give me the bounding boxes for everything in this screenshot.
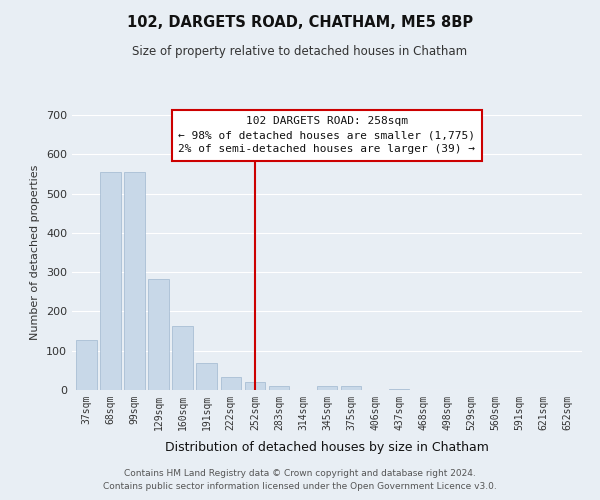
Text: 102, DARGETS ROAD, CHATHAM, ME5 8BP: 102, DARGETS ROAD, CHATHAM, ME5 8BP <box>127 15 473 30</box>
Bar <box>389 389 409 390</box>
Bar <box>100 172 121 390</box>
Text: Contains HM Land Registry data © Crown copyright and database right 2024.: Contains HM Land Registry data © Crown c… <box>124 468 476 477</box>
Bar <box>148 279 169 390</box>
Bar <box>341 386 361 390</box>
Bar <box>245 382 265 390</box>
Text: Contains public sector information licensed under the Open Government Licence v3: Contains public sector information licen… <box>103 482 497 491</box>
Bar <box>76 340 97 390</box>
Bar <box>124 172 145 390</box>
Bar <box>317 386 337 390</box>
Bar <box>172 326 193 390</box>
Y-axis label: Number of detached properties: Number of detached properties <box>31 165 40 340</box>
X-axis label: Distribution of detached houses by size in Chatham: Distribution of detached houses by size … <box>165 441 489 454</box>
Bar <box>196 364 217 390</box>
Text: 102 DARGETS ROAD: 258sqm
← 98% of detached houses are smaller (1,775)
2% of semi: 102 DARGETS ROAD: 258sqm ← 98% of detach… <box>179 116 476 154</box>
Text: Size of property relative to detached houses in Chatham: Size of property relative to detached ho… <box>133 45 467 58</box>
Bar <box>221 378 241 390</box>
Bar <box>269 386 289 390</box>
